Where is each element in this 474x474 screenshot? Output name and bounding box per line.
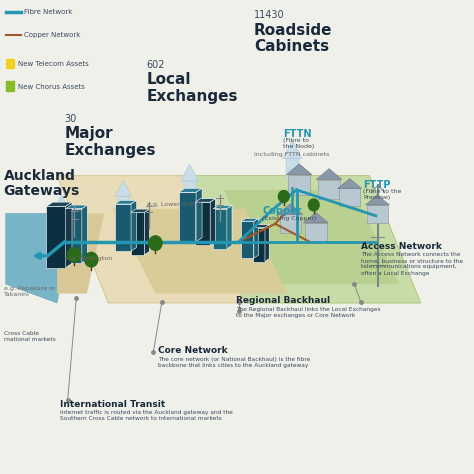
Text: 11430: 11430 — [254, 10, 284, 20]
Polygon shape — [82, 205, 87, 263]
Text: e.g. Papakura or
Takanini: e.g. Papakura or Takanini — [3, 286, 55, 297]
Polygon shape — [337, 179, 362, 189]
Polygon shape — [318, 180, 340, 199]
Polygon shape — [131, 209, 149, 212]
Text: (Fibre to the
Premise): (Fibre to the Premise) — [363, 189, 401, 200]
Polygon shape — [339, 189, 360, 206]
Polygon shape — [179, 192, 196, 242]
Polygon shape — [65, 205, 87, 209]
Polygon shape — [179, 188, 202, 192]
Polygon shape — [367, 205, 388, 223]
Text: Internet traffic is routed via the Auckland gateway and the
Southern Cross Cable: Internet traffic is routed via the Auckl… — [61, 410, 233, 421]
Polygon shape — [115, 181, 132, 196]
Polygon shape — [56, 210, 67, 228]
Text: FTTP: FTTP — [363, 180, 391, 190]
Text: New Telecom Assets: New Telecom Assets — [18, 61, 88, 67]
Polygon shape — [280, 214, 301, 233]
Polygon shape — [131, 201, 137, 251]
Polygon shape — [316, 169, 342, 180]
Text: e.g. Wellington: e.g. Wellington — [65, 256, 112, 261]
Text: Fibre Network: Fibre Network — [24, 9, 72, 15]
Polygon shape — [241, 219, 258, 221]
Polygon shape — [213, 205, 232, 209]
Polygon shape — [65, 202, 72, 268]
Circle shape — [85, 252, 98, 267]
Polygon shape — [253, 228, 265, 262]
Polygon shape — [241, 221, 254, 258]
Polygon shape — [265, 225, 269, 262]
Text: Copper Network: Copper Network — [24, 32, 80, 38]
Text: FTTN: FTTN — [283, 128, 311, 138]
Polygon shape — [113, 209, 288, 293]
Polygon shape — [131, 212, 144, 255]
Polygon shape — [254, 219, 258, 258]
Polygon shape — [365, 195, 390, 205]
Text: Roadside
Cabinets: Roadside Cabinets — [254, 23, 332, 55]
Polygon shape — [224, 190, 399, 284]
Text: The core network (or National Backhaul) is the fibre
backbone that links cities : The core network (or National Backhaul) … — [157, 357, 310, 368]
Polygon shape — [210, 199, 215, 246]
Polygon shape — [115, 201, 137, 204]
Text: (Existing Copper): (Existing Copper) — [263, 216, 317, 221]
Polygon shape — [144, 209, 149, 255]
Text: (Fibre to
the Node): (Fibre to the Node) — [283, 138, 314, 149]
Polygon shape — [181, 164, 199, 181]
Polygon shape — [195, 199, 215, 202]
Polygon shape — [288, 175, 310, 195]
Circle shape — [67, 247, 81, 262]
Polygon shape — [286, 164, 312, 175]
Polygon shape — [283, 140, 302, 158]
Text: Core Network: Core Network — [157, 346, 227, 356]
Text: The Regional Backhaul links the Local Exchanges
to the Major exchanges or Core N: The Regional Backhaul links the Local Ex… — [236, 307, 381, 318]
Text: Major
Exchanges: Major Exchanges — [65, 126, 156, 158]
Polygon shape — [213, 209, 227, 249]
Text: Cross Cable
rnational markets: Cross Cable rnational markets — [3, 331, 55, 342]
Polygon shape — [227, 205, 232, 249]
Circle shape — [278, 191, 289, 202]
Polygon shape — [305, 223, 327, 242]
Text: 602: 602 — [147, 60, 165, 70]
Text: Copper: Copper — [263, 206, 302, 216]
Polygon shape — [115, 204, 131, 251]
Text: New Chorus Assets: New Chorus Assets — [18, 84, 84, 90]
Text: International Transit: International Transit — [61, 400, 166, 409]
Polygon shape — [46, 202, 72, 206]
Polygon shape — [65, 209, 82, 263]
Polygon shape — [253, 225, 269, 228]
Bar — [6, 81, 14, 91]
Text: The Access Network connects the
home, business or structure to the
telecommunica: The Access Network connects the home, bu… — [361, 252, 463, 276]
Polygon shape — [57, 213, 104, 293]
Text: Regional Backhaul: Regional Backhaul — [236, 296, 330, 305]
Text: e.g. Lower Hutt: e.g. Lower Hutt — [147, 201, 195, 207]
Polygon shape — [53, 195, 69, 210]
Polygon shape — [118, 196, 129, 216]
Polygon shape — [286, 158, 299, 181]
Polygon shape — [195, 202, 210, 246]
Circle shape — [309, 199, 319, 211]
Text: Auckland
Gateways: Auckland Gateways — [3, 169, 80, 198]
Bar — [6, 59, 14, 68]
Polygon shape — [6, 213, 74, 303]
Circle shape — [149, 236, 162, 250]
Text: 30: 30 — [65, 114, 77, 124]
Polygon shape — [46, 206, 65, 268]
Polygon shape — [57, 176, 421, 303]
Text: Access Network: Access Network — [361, 242, 442, 251]
Polygon shape — [303, 212, 328, 223]
Polygon shape — [196, 188, 202, 242]
Text: including FTTN cabinets: including FTTN cabinets — [254, 152, 329, 157]
Polygon shape — [183, 181, 196, 201]
Polygon shape — [190, 176, 421, 303]
Text: Local
Exchanges: Local Exchanges — [147, 72, 238, 104]
Polygon shape — [278, 204, 302, 214]
